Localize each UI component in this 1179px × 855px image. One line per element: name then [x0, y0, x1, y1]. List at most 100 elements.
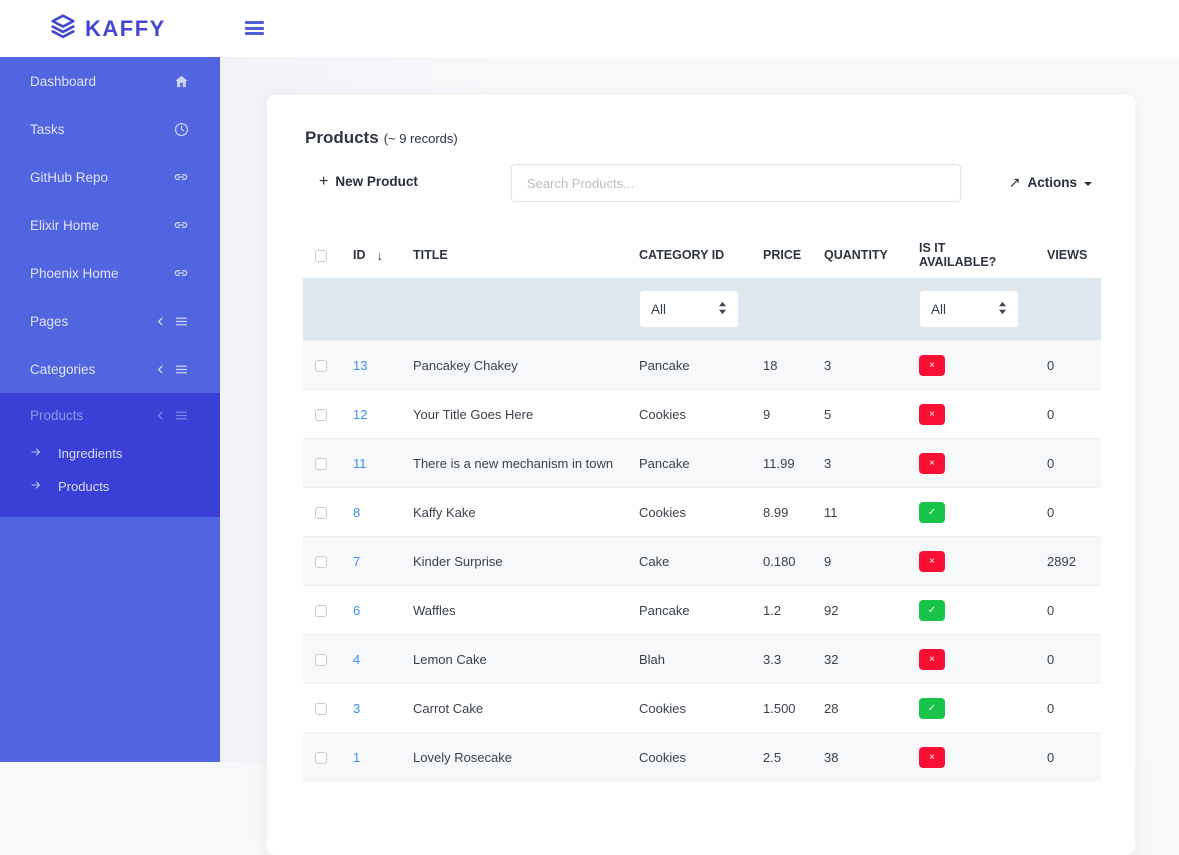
- sidebar-item-categories[interactable]: Categories: [0, 345, 220, 393]
- table-row: 6 Waffles Pancake 1.2 92 ✓ 0: [303, 586, 1101, 635]
- sidebar-subitem-label: Ingredients: [58, 446, 122, 461]
- row-quantity: 11: [812, 488, 907, 537]
- row-quantity: 32: [812, 635, 907, 684]
- sidebar-item-products[interactable]: Products: [0, 393, 220, 437]
- caret-down-icon: [1084, 182, 1092, 186]
- sidebar-item-tasks[interactable]: Tasks: [0, 105, 220, 153]
- row-checkbox[interactable]: [315, 409, 327, 421]
- sidebar-toggle-hamburger-icon[interactable]: [245, 21, 264, 35]
- table-row: 13 Pancakey Chakey Pancake 18 3 × 0: [303, 341, 1101, 390]
- column-header-title[interactable]: TITLE: [401, 232, 627, 278]
- row-title: Kaffy Kake: [401, 488, 627, 537]
- availability-badge: ×: [919, 355, 945, 376]
- table-row: 1 Lovely Rosecake Cookies 2.5 38 × 0: [303, 733, 1101, 782]
- row-checkbox[interactable]: [315, 752, 327, 764]
- sort-desc-icon[interactable]: ↓: [377, 248, 384, 263]
- row-category: Cookies: [627, 488, 751, 537]
- row-views: 0: [1035, 488, 1101, 537]
- home-icon: [174, 74, 189, 89]
- app-logo[interactable]: KAFFY: [50, 0, 166, 57]
- sidebar-item-phoenix-home[interactable]: Phoenix Home: [0, 249, 220, 297]
- category-filter-select[interactable]: All: [639, 290, 739, 328]
- sidebar-subitem-products[interactable]: Products: [0, 470, 220, 503]
- sidebar-item-pages[interactable]: Pages: [0, 297, 220, 345]
- column-header-views[interactable]: VIEWS: [1035, 232, 1101, 278]
- row-views: 0: [1035, 733, 1101, 782]
- row-id-link[interactable]: 11: [353, 456, 367, 471]
- sidebar-item-elixir-home[interactable]: Elixir Home: [0, 201, 220, 249]
- sidebar-subitem-ingredients[interactable]: Ingredients: [0, 437, 220, 470]
- sidebar-item-label: Phoenix Home: [30, 266, 119, 281]
- column-header-quantity[interactable]: QUANTITY: [812, 232, 907, 278]
- row-id-link[interactable]: 1: [353, 750, 360, 765]
- availability-badge: ×: [919, 551, 945, 572]
- column-header-price[interactable]: PRICE: [751, 232, 812, 278]
- row-category: Cake: [627, 537, 751, 586]
- menu-icon: [174, 409, 189, 422]
- sidebar-item-dashboard[interactable]: Dashboard: [0, 57, 220, 105]
- row-checkbox[interactable]: [315, 556, 327, 568]
- row-id-link[interactable]: 7: [353, 554, 360, 569]
- row-quantity: 3: [812, 341, 907, 390]
- row-title: Your Title Goes Here: [401, 390, 627, 439]
- select-arrows-icon: [998, 301, 1007, 318]
- availability-badge: ×: [919, 747, 945, 768]
- row-checkbox[interactable]: [315, 360, 327, 372]
- row-category: Pancake: [627, 586, 751, 635]
- row-views: 2892: [1035, 537, 1101, 586]
- column-header-category[interactable]: CATEGORY ID: [627, 232, 751, 278]
- actions-dropdown-button[interactable]: ↗ Actions: [1009, 174, 1092, 191]
- sidebar-item-github-repo[interactable]: GitHub Repo: [0, 153, 220, 201]
- link-icon: [173, 169, 189, 185]
- select-all-checkbox[interactable]: [315, 250, 327, 262]
- row-quantity: 92: [812, 586, 907, 635]
- table-row: 4 Lemon Cake Blah 3.3 32 × 0: [303, 635, 1101, 684]
- sidebar-item-label: Products: [30, 408, 83, 423]
- sidebar-item-label: Dashboard: [30, 74, 96, 89]
- sidebar-item-label: Elixir Home: [30, 218, 99, 233]
- row-category: Cookies: [627, 733, 751, 782]
- search-input[interactable]: [511, 164, 961, 202]
- row-id-link[interactable]: 3: [353, 701, 360, 716]
- row-price: 3.3: [751, 635, 812, 684]
- row-title: Waffles: [401, 586, 627, 635]
- row-price: 2.5: [751, 733, 812, 782]
- products-table-body: 13 Pancakey Chakey Pancake 18 3 × 0 12 Y…: [303, 341, 1101, 782]
- row-title: Lovely Rosecake: [401, 733, 627, 782]
- filter-row: All All: [303, 278, 1101, 341]
- row-views: 0: [1035, 586, 1101, 635]
- row-price: 1.500: [751, 684, 812, 733]
- row-id-link[interactable]: 8: [353, 505, 360, 520]
- row-quantity: 38: [812, 733, 907, 782]
- row-checkbox[interactable]: [315, 654, 327, 666]
- layers-icon: [50, 13, 76, 44]
- row-checkbox[interactable]: [315, 507, 327, 519]
- availability-badge: ×: [919, 404, 945, 425]
- table-row: 3 Carrot Cake Cookies 1.500 28 ✓ 0: [303, 684, 1101, 733]
- clock-icon: [174, 122, 189, 137]
- available-filter-select[interactable]: All: [919, 290, 1019, 328]
- column-header-available[interactable]: IS IT AVAILABLE?: [907, 232, 1035, 278]
- menu-icon: [174, 363, 189, 376]
- row-quantity: 28: [812, 684, 907, 733]
- row-checkbox[interactable]: [315, 703, 327, 715]
- link-icon: [173, 265, 189, 281]
- column-header-id[interactable]: ID: [353, 248, 366, 262]
- sidebar-products-group: Products Ingredients Products: [0, 393, 220, 517]
- new-product-button[interactable]: + New Product: [319, 174, 418, 189]
- row-id-link[interactable]: 4: [353, 652, 360, 667]
- table-row: 11 There is a new mechanism in town Panc…: [303, 439, 1101, 488]
- arrow-right-icon: [30, 446, 42, 461]
- row-views: 0: [1035, 390, 1101, 439]
- row-checkbox[interactable]: [315, 458, 327, 470]
- row-views: 0: [1035, 341, 1101, 390]
- row-checkbox[interactable]: [315, 605, 327, 617]
- row-id-link[interactable]: 6: [353, 603, 360, 618]
- availability-badge: ✓: [919, 600, 945, 621]
- row-title: Carrot Cake: [401, 684, 627, 733]
- row-category: Cookies: [627, 684, 751, 733]
- sidebar-subitem-label: Products: [58, 479, 109, 494]
- row-id-link[interactable]: 12: [353, 407, 367, 422]
- row-category: Pancake: [627, 439, 751, 488]
- row-id-link[interactable]: 13: [353, 358, 367, 373]
